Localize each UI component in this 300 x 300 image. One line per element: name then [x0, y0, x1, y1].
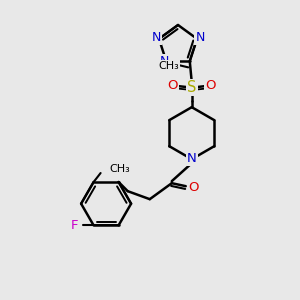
Text: O: O: [188, 181, 199, 194]
Text: N: N: [195, 31, 205, 44]
Text: S: S: [187, 80, 196, 95]
Text: N: N: [160, 55, 169, 68]
Text: CH₃: CH₃: [110, 164, 130, 174]
Text: N: N: [151, 31, 161, 44]
Text: O: O: [206, 79, 216, 92]
Text: F: F: [71, 219, 78, 232]
Text: N: N: [187, 152, 196, 165]
Text: O: O: [167, 79, 178, 92]
Text: CH₃: CH₃: [158, 61, 179, 71]
